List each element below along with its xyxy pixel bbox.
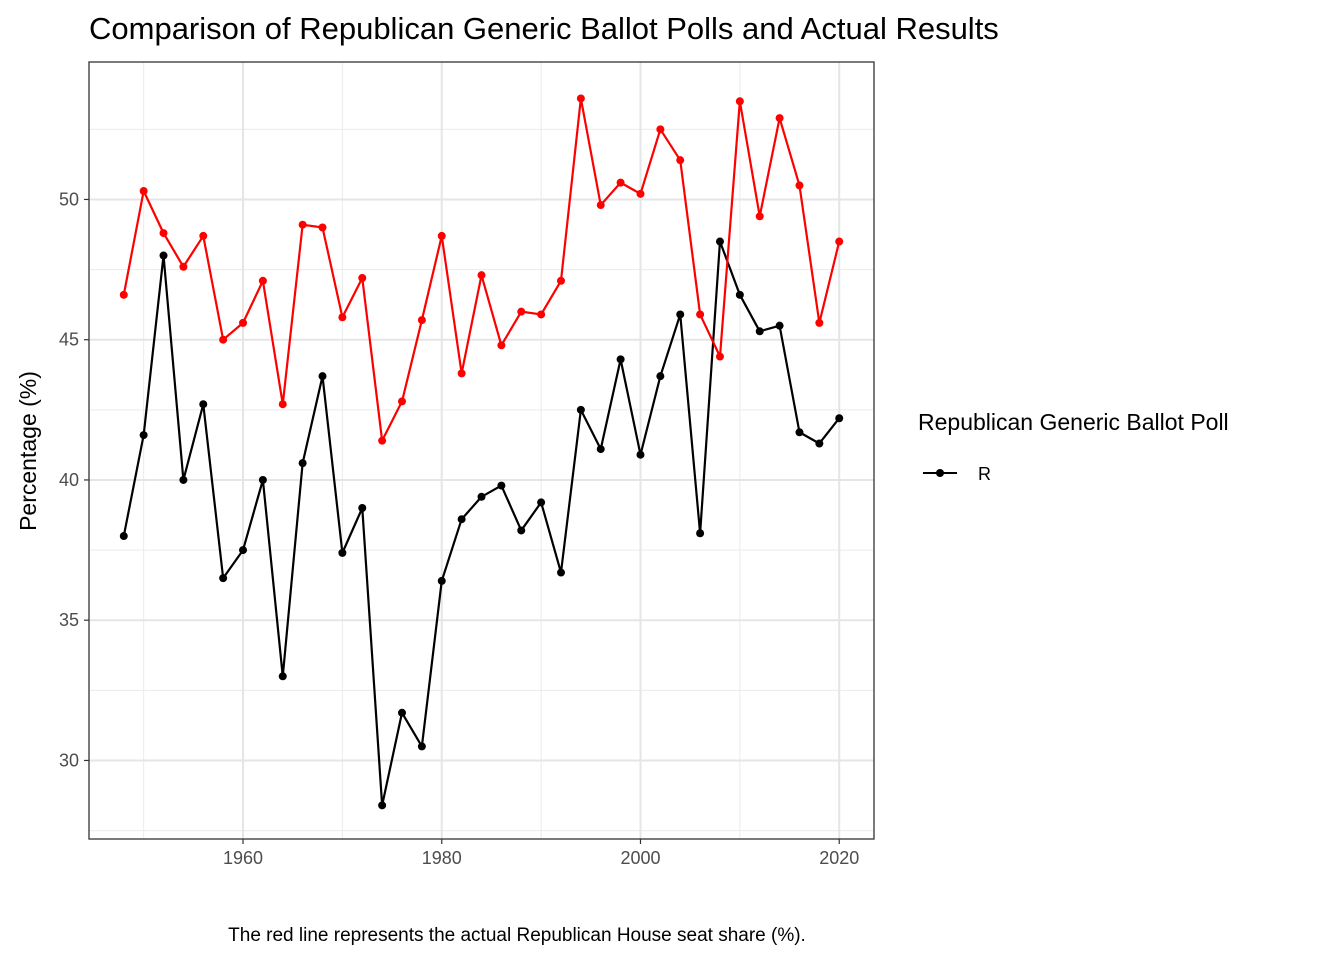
data-point-1: [258, 276, 267, 285]
data-point-1: [616, 178, 625, 187]
y-axis: 30 35 40 45 50: [59, 189, 89, 770]
data-point-1: [755, 212, 764, 221]
data-point-0: [199, 400, 208, 409]
data-point-1: [219, 335, 228, 344]
data-point-0: [437, 576, 446, 585]
data-point-1: [517, 307, 526, 316]
data-point-0: [119, 532, 128, 541]
data-point-0: [517, 526, 526, 535]
data-point-0: [795, 428, 804, 437]
x-tick-label: 1980: [422, 848, 462, 868]
data-point-0: [457, 515, 466, 524]
data-point-0: [338, 548, 347, 557]
data-point-1: [775, 114, 784, 123]
data-point-0: [159, 251, 168, 260]
plot-border: [88, 61, 875, 840]
data-point-0: [815, 439, 824, 448]
data-point-1: [179, 262, 188, 271]
data-point-1: [239, 318, 248, 327]
data-point-1: [298, 220, 307, 229]
data-point-1: [159, 229, 168, 238]
data-point-0: [278, 672, 287, 681]
data-point-1: [537, 310, 546, 319]
data-point-1: [119, 290, 128, 299]
data-point-1: [477, 271, 486, 280]
data-point-1: [457, 369, 466, 378]
data-point-1: [318, 223, 327, 232]
chart-title: Comparison of Republican Generic Ballot …: [89, 11, 999, 46]
data-point-0: [258, 475, 267, 484]
data-point-0: [417, 742, 426, 751]
y-tick-label: 30: [59, 750, 79, 770]
data-point-0: [755, 327, 764, 336]
chart-caption: The red line represents the actual Repub…: [228, 925, 806, 946]
data-point-0: [298, 459, 307, 468]
data-point-0: [477, 492, 486, 501]
data-point-0: [775, 321, 784, 330]
data-point-1: [417, 316, 426, 325]
data-point-1: [556, 276, 565, 285]
data-point-0: [239, 546, 248, 555]
legend-label-r: R: [978, 464, 991, 484]
x-tick-label: 2000: [620, 848, 660, 868]
data-point-1: [656, 125, 665, 134]
data-point-1: [596, 201, 605, 210]
data-point-0: [139, 431, 148, 440]
data-point-1: [378, 436, 387, 445]
data-point-1: [139, 187, 148, 196]
data-point-0: [636, 450, 645, 459]
y-axis-title: Percentage (%): [15, 371, 41, 531]
data-point-1: [576, 94, 585, 103]
legend: Republican Generic Ballot Poll R: [918, 409, 1229, 484]
data-point-1: [735, 97, 744, 106]
data-point-0: [735, 290, 744, 299]
data-point-0: [497, 481, 506, 490]
data-point-1: [795, 181, 804, 190]
y-tick-label: 35: [59, 610, 79, 630]
data-point-1: [715, 352, 724, 361]
data-point-0: [378, 801, 387, 810]
legend-title: Republican Generic Ballot Poll: [918, 409, 1229, 435]
data-point-0: [835, 414, 844, 423]
data-point-1: [437, 231, 446, 240]
x-tick-label: 2020: [819, 848, 859, 868]
data-point-1: [338, 313, 347, 322]
data-point-1: [199, 231, 208, 240]
plot-background: [89, 62, 874, 839]
series-layer: [119, 94, 844, 810]
y-tick-label: 50: [59, 189, 79, 209]
data-point-0: [696, 529, 705, 538]
data-point-0: [656, 372, 665, 381]
data-point-1: [696, 310, 705, 319]
data-point-1: [636, 189, 645, 198]
data-point-0: [358, 504, 367, 513]
data-point-0: [318, 372, 327, 381]
data-point-0: [576, 405, 585, 414]
data-point-1: [358, 273, 367, 282]
data-point-0: [715, 237, 724, 246]
data-point-0: [676, 310, 685, 319]
data-point-1: [278, 400, 287, 409]
data-point-0: [219, 574, 228, 583]
y-tick-label: 45: [59, 330, 79, 350]
y-tick-label: 40: [59, 470, 79, 490]
data-point-0: [556, 568, 565, 577]
data-point-1: [497, 341, 506, 350]
data-point-0: [179, 475, 188, 484]
data-point-0: [398, 708, 407, 717]
legend-key-point: [936, 469, 944, 477]
data-point-0: [616, 355, 625, 364]
data-point-1: [835, 237, 844, 246]
data-point-1: [676, 156, 685, 165]
data-point-0: [596, 445, 605, 454]
data-point-0: [537, 498, 546, 507]
data-point-1: [398, 397, 407, 406]
x-axis: 1960 1980 2000 2020: [223, 839, 859, 868]
data-point-1: [815, 318, 824, 327]
x-tick-label: 1960: [223, 848, 263, 868]
